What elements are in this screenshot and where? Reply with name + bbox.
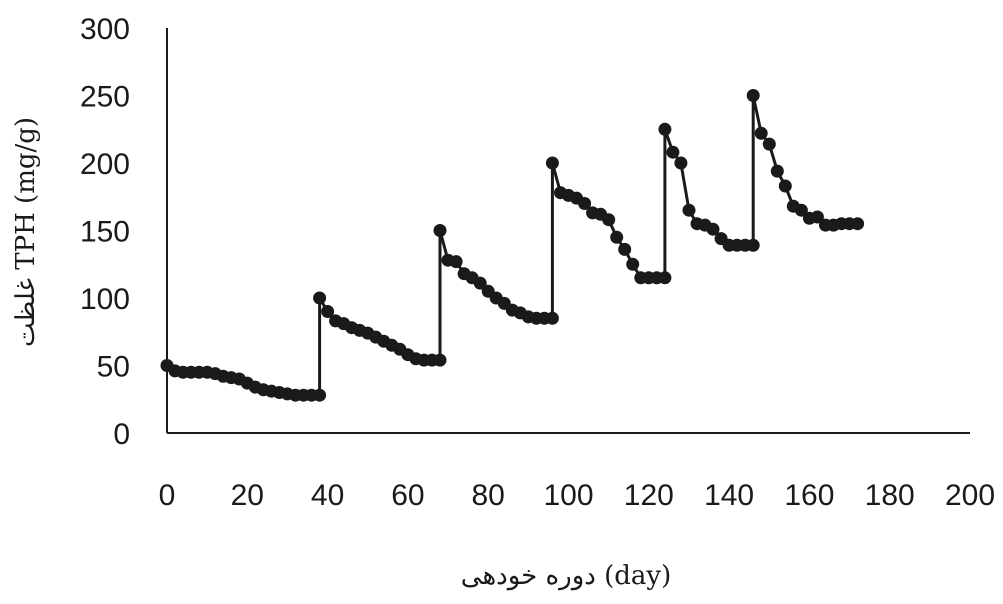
- x-tick-label: 200: [945, 479, 995, 512]
- data-point: [746, 238, 760, 252]
- data-point: [851, 217, 865, 231]
- y-axis-title: غلظت TPH (mg/g): [11, 117, 41, 347]
- y-tick-label: 0: [113, 418, 130, 451]
- data-point: [545, 311, 559, 325]
- data-point: [746, 89, 760, 102]
- y-tick-label: 200: [80, 148, 130, 181]
- data-point: [778, 179, 792, 193]
- x-tick-label: 40: [311, 479, 344, 512]
- data-point: [618, 242, 632, 256]
- tick-labels: 0 20 40 60 80 100 120 140 160 180 200 0 50 100 150 200 2…: [80, 13, 995, 512]
- data-point: [449, 255, 463, 269]
- data-point: [658, 271, 672, 285]
- x-tick-label: 100: [543, 479, 593, 512]
- data-point: [433, 224, 447, 237]
- data-point: [658, 122, 672, 136]
- data-point: [610, 230, 624, 244]
- data-point: [433, 353, 447, 367]
- data-point: [545, 156, 559, 170]
- data-point: [602, 213, 616, 227]
- x-axis-title: دوره خودهی (day): [461, 561, 671, 591]
- x-tick-label: 0: [159, 479, 176, 512]
- data-point: [706, 222, 720, 236]
- data-point: [321, 305, 335, 318]
- data-point: [666, 145, 680, 159]
- data-point: [770, 164, 784, 178]
- data-point: [754, 126, 768, 140]
- y-tick-label: 250: [80, 81, 130, 114]
- y-tick-label: 150: [80, 216, 130, 249]
- x-tick-label: 140: [704, 479, 754, 512]
- data-point: [794, 203, 808, 217]
- y-tick-label: 300: [80, 13, 130, 46]
- data-point: [313, 291, 327, 305]
- x-tick-label: 20: [231, 479, 264, 512]
- x-tick-label: 180: [865, 479, 915, 512]
- y-tick-label: 50: [97, 351, 130, 384]
- series-layer: [160, 89, 865, 402]
- data-point: [762, 137, 776, 151]
- x-tick-label: 80: [472, 479, 505, 512]
- data-point: [674, 156, 688, 170]
- data-point: [578, 197, 592, 210]
- x-tick-label: 160: [784, 479, 834, 512]
- y-tick-label: 100: [80, 283, 130, 316]
- data-point: [682, 203, 696, 217]
- x-tick-label: 120: [624, 479, 674, 512]
- data-point: [473, 276, 487, 290]
- data-point: [626, 257, 640, 271]
- axes: [166, 28, 970, 434]
- data-point: [313, 388, 327, 402]
- x-tick-label: 60: [391, 479, 424, 512]
- data-point: [810, 210, 824, 224]
